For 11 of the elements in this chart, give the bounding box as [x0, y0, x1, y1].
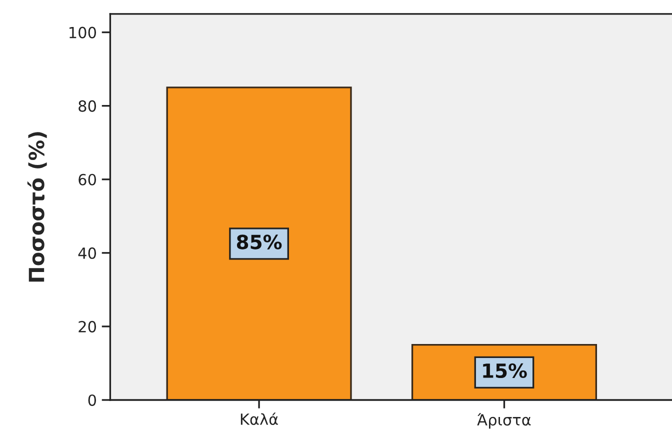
- y-tick-label: 80: [78, 100, 96, 112]
- y-tick-label: 0: [88, 394, 96, 406]
- y-tick-label: 100: [70, 26, 96, 38]
- data-label: 85%: [236, 234, 282, 250]
- x-tick-label: Άριστα: [477, 413, 531, 429]
- y-tick-label: 40: [78, 247, 96, 259]
- y-axis-title: Ποσοστό (%): [27, 132, 47, 282]
- y-tick-label: 60: [78, 174, 96, 186]
- x-tick-label: Καλά: [240, 412, 278, 425]
- y-tick-label: 20: [78, 320, 96, 332]
- data-label: 15%: [483, 363, 527, 378]
